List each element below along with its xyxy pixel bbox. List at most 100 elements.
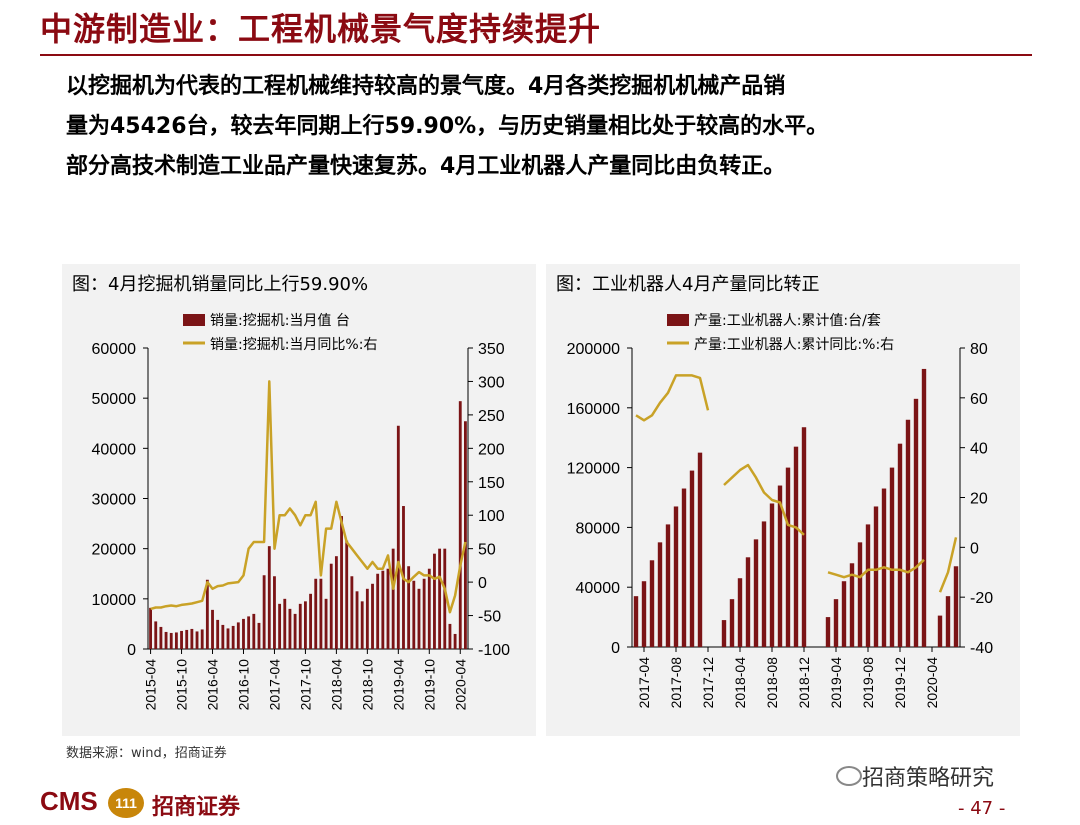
robot-chart-panel: 图：工业机器人4月产量同比转正 产量:工业机器人:累计值:台/套 产量:工业机器人… bbox=[546, 264, 1020, 736]
x-tick-label: 2017-04 bbox=[636, 657, 652, 709]
bar bbox=[453, 633, 457, 649]
x-tick-label: 2020-04 bbox=[924, 657, 940, 709]
bar bbox=[273, 576, 276, 649]
bar bbox=[164, 631, 168, 649]
y-left-tick-label: 0 bbox=[127, 642, 136, 659]
bar bbox=[422, 578, 426, 649]
bar bbox=[721, 620, 727, 647]
bar bbox=[262, 575, 266, 649]
bar bbox=[278, 603, 282, 649]
y-left-tick-label: 30000 bbox=[92, 492, 137, 509]
bar bbox=[334, 556, 338, 649]
y-left-tick-label: 40000 bbox=[576, 580, 621, 597]
y-left-tick-label: 10000 bbox=[92, 592, 137, 609]
bar bbox=[841, 581, 847, 647]
bar bbox=[458, 401, 462, 649]
bar bbox=[849, 563, 855, 647]
bar bbox=[417, 588, 421, 649]
legend-line-label: 产量:工业机器人:累计同比:%:右 bbox=[694, 337, 894, 353]
bar bbox=[785, 467, 791, 647]
bar bbox=[247, 616, 251, 649]
y-right-tick-label: 350 bbox=[478, 341, 505, 358]
bar bbox=[438, 548, 442, 649]
bar bbox=[159, 626, 163, 649]
bar bbox=[149, 607, 152, 649]
bar bbox=[386, 568, 390, 649]
y-left-tick-label: 50000 bbox=[92, 391, 137, 408]
bar bbox=[761, 521, 767, 647]
bar bbox=[391, 548, 395, 649]
bar bbox=[252, 613, 256, 649]
excavator-chart-panel: 图：4月挖掘机销量同比上行59.90% 销量:挖掘机:当月值 台销量:挖掘机:当… bbox=[62, 264, 536, 736]
bar bbox=[464, 421, 467, 649]
bar bbox=[753, 539, 759, 647]
bar bbox=[221, 624, 225, 649]
bar bbox=[314, 578, 318, 649]
legend-bar-label: 销量:挖掘机:当月值 台 bbox=[210, 313, 350, 329]
x-tick-label: 2018-04 bbox=[328, 659, 344, 711]
wechat-icon bbox=[836, 766, 862, 786]
bar bbox=[729, 599, 735, 647]
bar bbox=[873, 506, 879, 647]
title-divider bbox=[40, 54, 1032, 56]
x-tick-label: 2017-10 bbox=[297, 659, 313, 711]
legend-bar-label: 产量:工业机器人:累计值:台/套 bbox=[694, 313, 881, 329]
bar bbox=[865, 524, 871, 647]
bar bbox=[355, 591, 359, 649]
x-tick-label: 2016-04 bbox=[205, 659, 221, 711]
bar bbox=[365, 588, 369, 649]
data-source: 数据来源：wind，招商证券 bbox=[66, 746, 227, 761]
summary-line-2: 量为45426台，较去年同期上行59.90%，与历史销量相比处于较高的水平。 bbox=[66, 114, 829, 139]
bar bbox=[324, 598, 328, 649]
x-tick-label: 2018-08 bbox=[764, 657, 780, 709]
bar bbox=[205, 579, 209, 649]
bar bbox=[340, 516, 343, 649]
bar bbox=[745, 557, 751, 647]
y-right-tick-label: 0 bbox=[478, 575, 487, 592]
y-right-tick-label: 250 bbox=[478, 408, 505, 425]
y-right-tick-label: 200 bbox=[478, 441, 505, 458]
y-right-tick-label: 20 bbox=[970, 491, 988, 508]
y-right-tick-label: -20 bbox=[970, 590, 993, 607]
bar bbox=[443, 548, 447, 649]
bar bbox=[329, 563, 333, 649]
x-tick-label: 2015-10 bbox=[174, 659, 190, 711]
robot-chart-title: 图：工业机器人4月产量同比转正 bbox=[556, 274, 820, 295]
bar bbox=[825, 617, 831, 647]
bar bbox=[242, 618, 245, 649]
bar bbox=[345, 540, 349, 649]
y-left-tick-label: 80000 bbox=[576, 520, 621, 537]
bar bbox=[174, 632, 178, 649]
x-tick-label: 2016-10 bbox=[235, 659, 251, 711]
summary-line-1: 以挖掘机为代表的工程机械维持较高的景气度。4月各类挖掘机机械产品销 bbox=[66, 74, 786, 99]
x-tick-label: 2019-08 bbox=[860, 657, 876, 709]
x-tick-label: 2018-04 bbox=[732, 657, 748, 709]
bar bbox=[673, 506, 679, 647]
bar bbox=[937, 615, 943, 647]
bar bbox=[319, 578, 323, 649]
legend-line-label: 销量:挖掘机:当月同比%:右 bbox=[210, 337, 377, 353]
y-right-tick-label: -50 bbox=[478, 609, 501, 626]
cms-badge-icon: 111 bbox=[108, 788, 144, 818]
bar bbox=[793, 446, 799, 647]
legend-bar-swatch bbox=[667, 314, 689, 326]
bar bbox=[889, 467, 895, 647]
cms-logo: CMS bbox=[40, 786, 98, 816]
y-left-tick-label: 60000 bbox=[92, 341, 137, 358]
bar bbox=[231, 625, 235, 649]
x-tick-label: 2020-04 bbox=[452, 659, 468, 711]
y-left-tick-label: 20000 bbox=[92, 542, 137, 559]
bar bbox=[921, 368, 927, 647]
bar bbox=[665, 524, 671, 647]
bar bbox=[657, 542, 663, 647]
bar bbox=[376, 573, 380, 649]
y-right-tick-label: 0 bbox=[970, 540, 979, 557]
bar bbox=[190, 628, 194, 649]
summary-line-3: 部分高技术制造工业品产量快速复苏。4月工业机器人产量同比由负转正。 bbox=[66, 154, 786, 179]
bar bbox=[180, 630, 183, 649]
x-tick-label: 2019-12 bbox=[892, 657, 908, 709]
y-right-tick-label: -100 bbox=[478, 642, 510, 659]
bar bbox=[309, 593, 312, 649]
series-line bbox=[150, 380, 467, 614]
x-tick-label: 2018-10 bbox=[359, 659, 375, 711]
